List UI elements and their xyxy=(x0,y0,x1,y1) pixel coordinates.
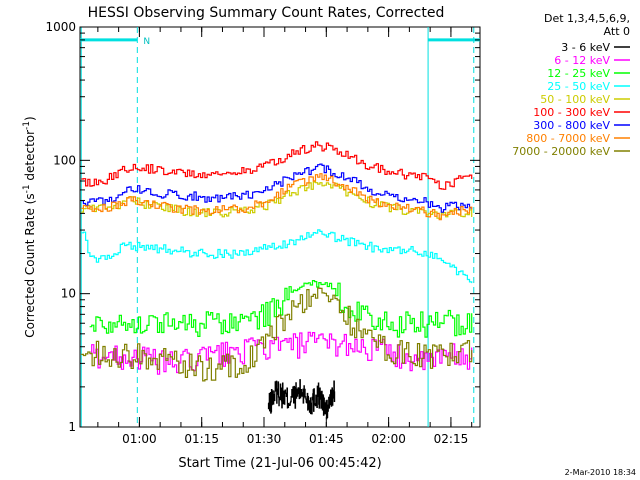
x-tick-label: 02:15 xyxy=(434,432,469,446)
legend-label: 6 - 12 keV xyxy=(554,54,610,67)
y-tick-label: 10 xyxy=(61,287,76,301)
axis-ticks: 1 10 100 1000 01:00 01:15 01:30 01:45 02:00 02:15 xyxy=(45,20,480,446)
y-tick-label: 100 xyxy=(53,153,76,167)
legend-header-line2: Att 0 xyxy=(604,25,630,38)
legend-label: 800 - 7000 keV xyxy=(526,132,610,145)
legend-label: 25 - 50 keV xyxy=(547,80,610,93)
series-line xyxy=(81,163,473,213)
y-tick-label: 1 xyxy=(68,420,76,434)
plot-area: N 1 10 100 1000 01:00 01:15 01:30 01:45 02:00 02:… xyxy=(45,20,481,446)
legend-header-line1: Det 1,3,4,5,6,9, xyxy=(544,12,630,25)
x-tick-label: 01:45 xyxy=(309,432,344,446)
series-line xyxy=(81,287,473,382)
x-tick-label: 01:00 xyxy=(122,432,157,446)
series-line xyxy=(267,379,336,420)
night-flag-label: N xyxy=(143,37,150,47)
series-line xyxy=(81,173,473,221)
legend-label: 50 - 100 keV xyxy=(540,93,610,106)
footer-date: 2-Mar-2010 18:34 xyxy=(565,468,636,477)
legend-label: 12 - 25 keV xyxy=(547,67,610,80)
y-axis-label-sup1: -1 xyxy=(22,184,32,193)
x-tick-label: 01:15 xyxy=(184,432,219,446)
y-axis-label-mid: detector xyxy=(23,130,37,185)
chart-title: HESSI Observing Summary Count Rates, Cor… xyxy=(88,5,445,21)
legend-label: 300 - 800 keV xyxy=(533,119,610,132)
plot-frame xyxy=(79,26,481,428)
y-tick-label: 1000 xyxy=(45,20,76,34)
legend-label: 3 - 6 keV xyxy=(561,41,610,54)
x-axis-label: Start Time (21-Jul-06 00:45:42) xyxy=(178,456,381,471)
series-layer xyxy=(81,141,473,420)
y-axis-label-end: ) xyxy=(23,116,37,121)
y-axis-label-main: Corrected Count Rate (s xyxy=(23,193,37,337)
y-axis-label-sup2: -1 xyxy=(22,121,32,130)
series-line xyxy=(89,280,473,338)
legend-label: 7000 - 20000 keV xyxy=(512,145,610,158)
series-line xyxy=(81,229,473,284)
series-line xyxy=(89,331,473,375)
series-line xyxy=(81,141,473,190)
y-axis-label: Corrected Count Rate (s-1 detector-1) xyxy=(22,116,37,337)
x-tick-label: 02:00 xyxy=(371,432,406,446)
x-tick-label: 01:30 xyxy=(247,432,282,446)
legend-label: 100 - 300 keV xyxy=(533,106,610,119)
